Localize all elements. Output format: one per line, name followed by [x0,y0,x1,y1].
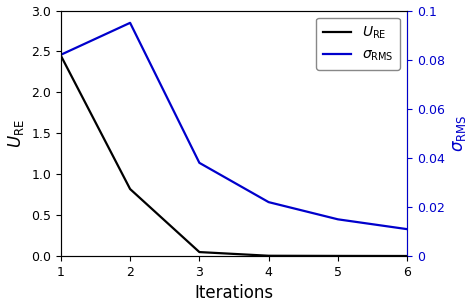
Legend: $U_{\mathrm{RE}}$, $\sigma_{\mathrm{RMS}}$: $U_{\mathrm{RE}}$, $\sigma_{\mathrm{RMS}… [316,18,400,70]
X-axis label: Iterations: Iterations [194,285,273,302]
Y-axis label: $\sigma_{\mathrm{RMS}}$: $\sigma_{\mathrm{RMS}}$ [450,115,468,152]
Y-axis label: $U_{\mathrm{RE}}$: $U_{\mathrm{RE}}$ [6,119,26,148]
